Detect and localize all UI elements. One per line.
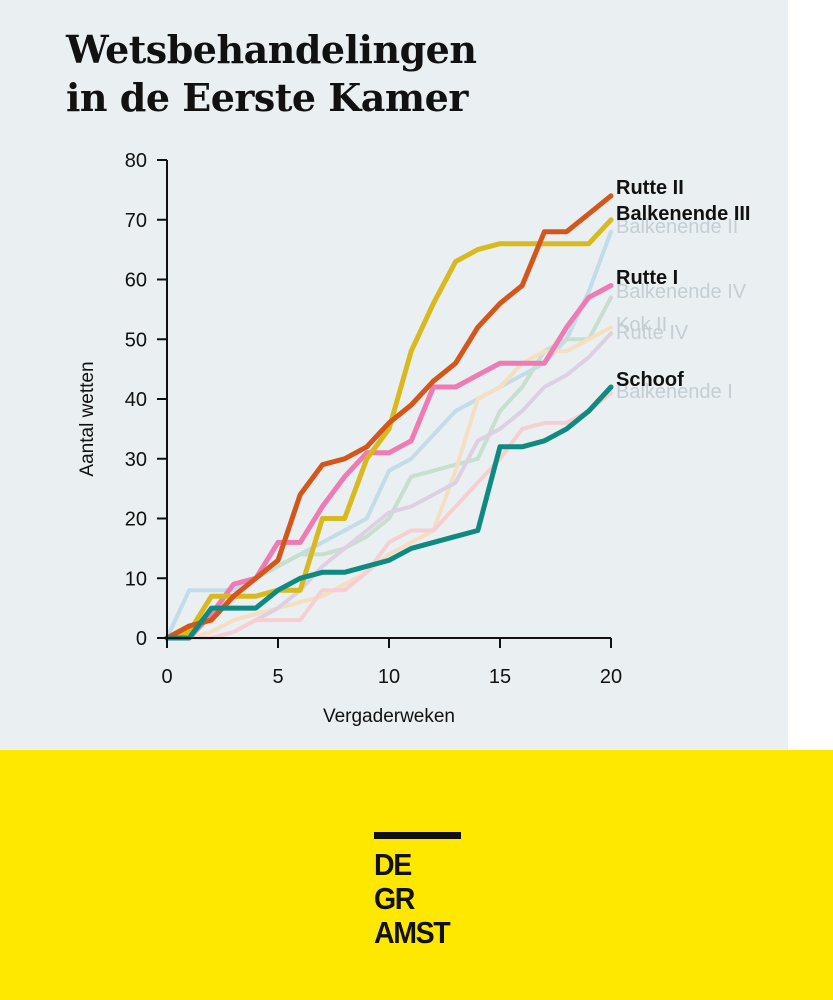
axes-layer: 0 10 20 30 40 50 60 70 80 0 5 10 15 20 Vergaderweken Aa… bbox=[77, 150, 622, 727]
y-axis-label: Aantal wetten bbox=[77, 361, 98, 476]
series-layer bbox=[164, 193, 614, 641]
y-tick-label: 0 bbox=[136, 628, 147, 650]
logo-bar bbox=[374, 832, 461, 839]
series-line-rutte-i bbox=[164, 283, 614, 641]
series-line-balkenende-i bbox=[165, 391, 613, 640]
series-label-schoof: Schoof bbox=[616, 369, 684, 391]
x-tick-label: 10 bbox=[378, 666, 400, 688]
x-tick-label: 20 bbox=[600, 666, 622, 688]
series-label-rutte-i: Rutte I bbox=[616, 267, 678, 289]
series-line-kok-ii bbox=[165, 325, 613, 640]
chart-title: Wetsbehandelingen in de Eerste Kamer bbox=[66, 26, 666, 122]
x-tick-label: 15 bbox=[489, 666, 511, 688]
y-tick-label: 30 bbox=[125, 449, 147, 471]
y-tick-label: 50 bbox=[125, 329, 147, 351]
x-tick-label: 5 bbox=[272, 666, 283, 688]
series-label-kok-ii: Kok II bbox=[616, 314, 667, 336]
y-tick-label: 80 bbox=[125, 150, 147, 172]
line-chart: 0 10 20 30 40 50 60 70 80 0 5 10 15 20 Vergaderweken Aa… bbox=[77, 150, 751, 727]
series-line-balkenende-ii bbox=[165, 229, 613, 640]
logo-line-1: DE GR bbox=[374, 847, 415, 916]
logo-line-2: AMST bbox=[374, 915, 451, 950]
series-line-rutte-iv bbox=[165, 331, 613, 640]
chart-title-line-1: Wetsbehandelingen bbox=[66, 27, 477, 72]
series-label-balkenende-i: Balkenende I bbox=[616, 381, 733, 403]
y-tick-label: 60 bbox=[125, 270, 147, 292]
footer-band bbox=[0, 750, 833, 1000]
chart-panel bbox=[0, 0, 788, 750]
x-tick-label: 0 bbox=[161, 666, 172, 688]
series-line-schoof bbox=[164, 384, 614, 641]
chart-title-line-2: in de Eerste Kamer bbox=[66, 75, 468, 120]
series-label-balkenende-iii: Balkenende III bbox=[616, 203, 751, 225]
series-line-rutte-ii bbox=[164, 193, 614, 641]
y-tick-label: 40 bbox=[125, 389, 147, 411]
y-tick-label: 70 bbox=[125, 210, 147, 232]
brand-logo: DE GR AMST bbox=[374, 832, 464, 950]
series-label-rutte-ii: Rutte II bbox=[616, 177, 684, 199]
y-tick-label: 20 bbox=[125, 509, 147, 531]
x-axis-label: Vergaderweken bbox=[323, 706, 455, 727]
series-label-balkenende-iv: Balkenende IV bbox=[616, 281, 747, 303]
series-line-balkenende-iii bbox=[164, 217, 614, 641]
y-tick-label: 10 bbox=[125, 568, 147, 590]
series-label-rutte-iv: Rutte IV bbox=[616, 322, 689, 344]
series-label-balkenende-ii: Balkenende II bbox=[616, 216, 738, 238]
